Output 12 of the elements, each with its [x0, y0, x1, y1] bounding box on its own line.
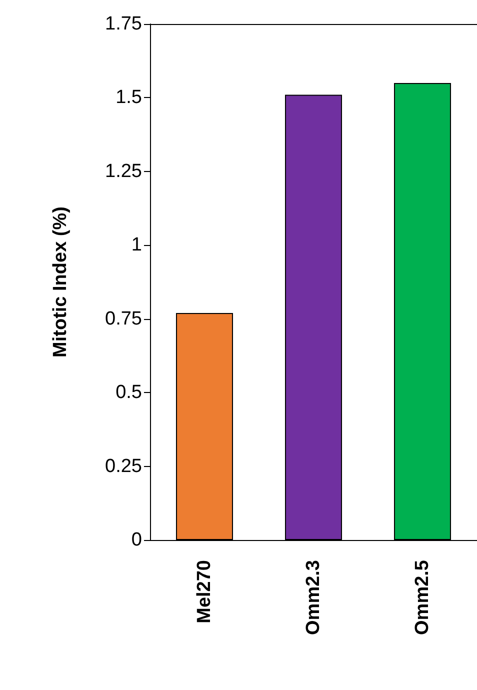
y-tick-label: 1.25 [105, 160, 142, 182]
y-tick-label: 1.5 [116, 87, 142, 108]
x-tick-label: Omm2.5 [412, 560, 433, 635]
y-axis-title: Mitotic Index (%) [50, 206, 71, 358]
x-tick-label: Omm2.3 [303, 560, 324, 635]
y-tick-label: 1.75 [105, 14, 142, 34]
y-tick-label: 0.25 [105, 456, 142, 477]
y-tick-label: 1 [131, 234, 142, 256]
y-tick-label: 0 [131, 530, 142, 550]
x-tick-label: Mel270 [194, 560, 215, 624]
y-tick-label: 0.5 [116, 382, 142, 404]
y-tick-label: 0.75 [105, 308, 142, 330]
